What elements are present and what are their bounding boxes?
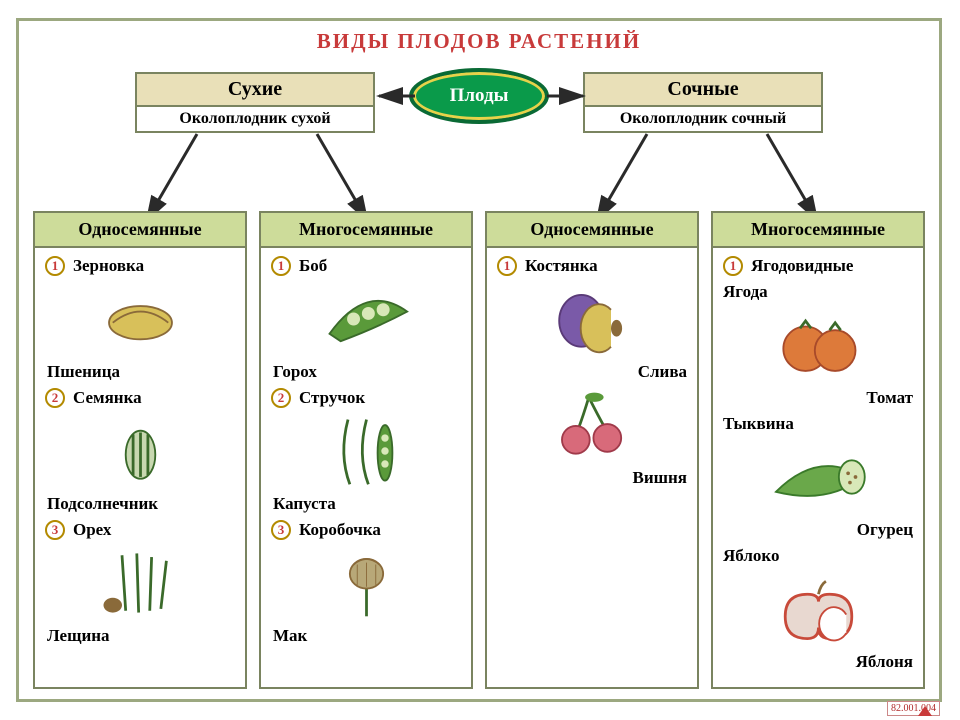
branch-dry: Сухие Околоплодник сухой: [135, 72, 375, 133]
number-badge: 1: [723, 256, 743, 276]
hazel-icon: [45, 546, 235, 620]
column-head: Многосемянные: [261, 213, 471, 248]
cherry-icon: [497, 388, 687, 462]
number-badge: 3: [271, 520, 291, 540]
fruit-type-label: Ягода: [723, 282, 768, 302]
number-badge: 1: [45, 256, 65, 276]
fruit-type-row: Яблоко: [723, 546, 913, 566]
columns-row: Односемянные 1 Зерновка Пшеница 2 Семянка Подс…: [33, 211, 925, 689]
fruit-type-row: 1 Костянка: [497, 256, 687, 276]
plum-icon: [497, 282, 687, 356]
fruit-type-row: 1 Зерновка: [45, 256, 235, 276]
poppy-icon: [271, 546, 461, 620]
fruit-type-label: Зерновка: [73, 256, 144, 276]
column-body: 1 Зерновка Пшеница 2 Семянка Подсолнечник 3 Оре…: [35, 248, 245, 679]
column-body: 1 Ягодовидные Ягода Томат Тыквина Огурец Яблок…: [713, 248, 923, 679]
column-head: Односемянные: [487, 213, 697, 248]
fruit-type-label: Яблоко: [723, 546, 779, 566]
example-label: Мак: [271, 626, 461, 646]
pod-icon: [271, 414, 461, 488]
example-label: Пшеница: [45, 362, 235, 382]
fruit-type-label: Тыквина: [723, 414, 794, 434]
column-card: Многосемянные 1 Ягодовидные Ягода Томат Тыкви…: [711, 211, 925, 689]
branch-juicy-subtitle: Околоплодник сочный: [585, 107, 821, 131]
branch-dry-subtitle: Околоплодник сухой: [137, 107, 373, 131]
fruit-type-row: 3 Коробочка: [271, 520, 461, 540]
example-label: Подсолнечник: [45, 494, 235, 514]
fruit-type-label: Ягодовидные: [751, 256, 853, 276]
example-label: Огурец: [723, 520, 913, 540]
poster-title: ВИДЫ ПЛОДОВ РАСТЕНИЙ: [27, 29, 931, 54]
seed-icon: [45, 414, 235, 488]
example-label: Горох: [271, 362, 461, 382]
fruit-type-label: Стручок: [299, 388, 365, 408]
fruit-type-row: Тыквина: [723, 414, 913, 434]
fruit-type-label: Костянка: [525, 256, 598, 276]
center-label: Плоды: [450, 85, 509, 107]
pea-icon: [271, 282, 461, 356]
fruit-type-row: 1 Ягодовидные: [723, 256, 913, 276]
number-badge: 2: [271, 388, 291, 408]
number-badge: 1: [271, 256, 291, 276]
corner-triangle-icon: [918, 706, 932, 716]
branch-juicy: Сочные Околоплодник сочный: [583, 72, 823, 133]
branch-juicy-title: Сочные: [585, 74, 821, 107]
fruit-type-label: Боб: [299, 256, 327, 276]
column-body: 1 Костянка Слива Вишня: [487, 248, 697, 679]
wheat-icon: [45, 282, 235, 356]
number-badge: 2: [45, 388, 65, 408]
column-head: Односемянные: [35, 213, 245, 248]
branch-dry-title: Сухие: [137, 74, 373, 107]
example-label: Яблоня: [723, 652, 913, 672]
fruit-type-row: 3 Орех: [45, 520, 235, 540]
fruit-type-label: Коробочка: [299, 520, 381, 540]
tomato-icon: [723, 308, 913, 382]
number-badge: 3: [45, 520, 65, 540]
column-card: Односемянные 1 Зерновка Пшеница 2 Семянка Подс…: [33, 211, 247, 689]
fruit-type-label: Орех: [73, 520, 111, 540]
example-label: Лещина: [45, 626, 235, 646]
column-card: Односемянные 1 Костянка Слива Вишня: [485, 211, 699, 689]
example-label: Вишня: [497, 468, 687, 488]
center-node: Плоды: [409, 68, 549, 124]
fruit-type-row: 2 Стручок: [271, 388, 461, 408]
fruit-type-row: Ягода: [723, 282, 913, 302]
apple-icon: [723, 572, 913, 646]
example-label: Слива: [497, 362, 687, 382]
cucumber-icon: [723, 440, 913, 514]
fruit-type-row: 1 Боб: [271, 256, 461, 276]
top-diagram: Плоды Сухие Околоплодник сухой Сочные Ок…: [27, 60, 931, 188]
example-label: Капуста: [271, 494, 461, 514]
column-body: 1 Боб Горох 2 Стручок Капуста 3 Коробочка Мак: [261, 248, 471, 679]
example-label: Томат: [723, 388, 913, 408]
fruit-type-row: 2 Семянка: [45, 388, 235, 408]
side-code: 82.001.004: [887, 701, 940, 716]
column-head: Многосемянные: [713, 213, 923, 248]
fruit-type-label: Семянка: [73, 388, 142, 408]
poster-frame: ВИДЫ ПЛОДОВ РАСТЕНИЙ Плоды Сухие Околопл…: [16, 18, 942, 702]
number-badge: 1: [497, 256, 517, 276]
column-card: Многосемянные 1 Боб Горох 2 Стручок Капуста 3 Ко…: [259, 211, 473, 689]
